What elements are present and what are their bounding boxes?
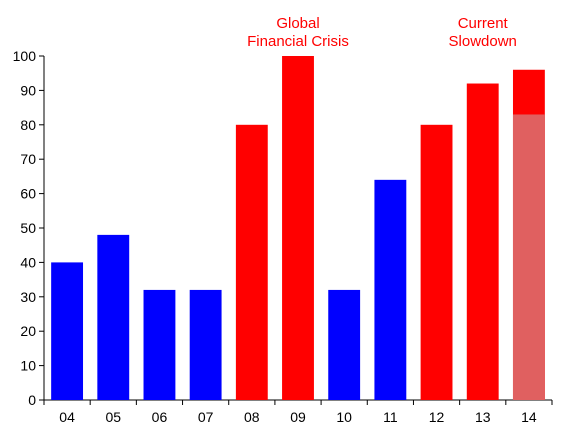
x-tick-label: 12 xyxy=(429,409,445,425)
bar xyxy=(420,124,453,401)
x-tick-label: 13 xyxy=(475,409,491,425)
x-tick-label: 09 xyxy=(290,409,306,425)
y-tick-label: 100 xyxy=(13,48,37,64)
x-tick-label: 08 xyxy=(244,409,260,425)
annotation-label: Current xyxy=(458,15,509,32)
bar xyxy=(51,262,84,400)
axes: 0 10 20 30 40 50 60 70 80 90 100 04 05 06 07 08 09 10 11 12… xyxy=(13,48,553,425)
y-tick-label: 40 xyxy=(20,254,36,270)
bar xyxy=(143,289,176,400)
x-tick-label: 11 xyxy=(383,409,398,425)
y-tick-label: 60 xyxy=(20,186,36,202)
y-tick-label: 20 xyxy=(20,323,36,339)
annotation-label: Financial Crisis xyxy=(247,33,349,50)
bar xyxy=(189,289,222,400)
annotation-label: Global xyxy=(276,15,319,32)
y-tick-label: 70 xyxy=(20,151,36,167)
x-tick-label: 14 xyxy=(521,409,537,425)
bar xyxy=(328,289,361,400)
y-tick-label: 0 xyxy=(28,392,36,408)
bars xyxy=(51,56,545,401)
bar xyxy=(235,124,268,401)
y-tick-label: 30 xyxy=(20,289,36,305)
bar-overlay xyxy=(512,114,545,400)
annotation-label: Slowdown xyxy=(449,33,517,50)
x-tick-label: 07 xyxy=(198,409,214,425)
y-tick-label: 80 xyxy=(20,117,36,133)
x-tick-label: 06 xyxy=(152,409,168,425)
y-tick-label: 10 xyxy=(20,358,36,374)
x-tick-label: 04 xyxy=(59,409,75,425)
x-tick-label: 10 xyxy=(336,409,352,425)
bar xyxy=(282,56,314,400)
x-tick-label: 05 xyxy=(105,409,121,425)
bar xyxy=(97,234,130,400)
y-tick-label: 90 xyxy=(20,82,36,98)
bar xyxy=(466,83,499,401)
y-tick-label: 50 xyxy=(20,220,36,236)
bar xyxy=(374,179,407,400)
